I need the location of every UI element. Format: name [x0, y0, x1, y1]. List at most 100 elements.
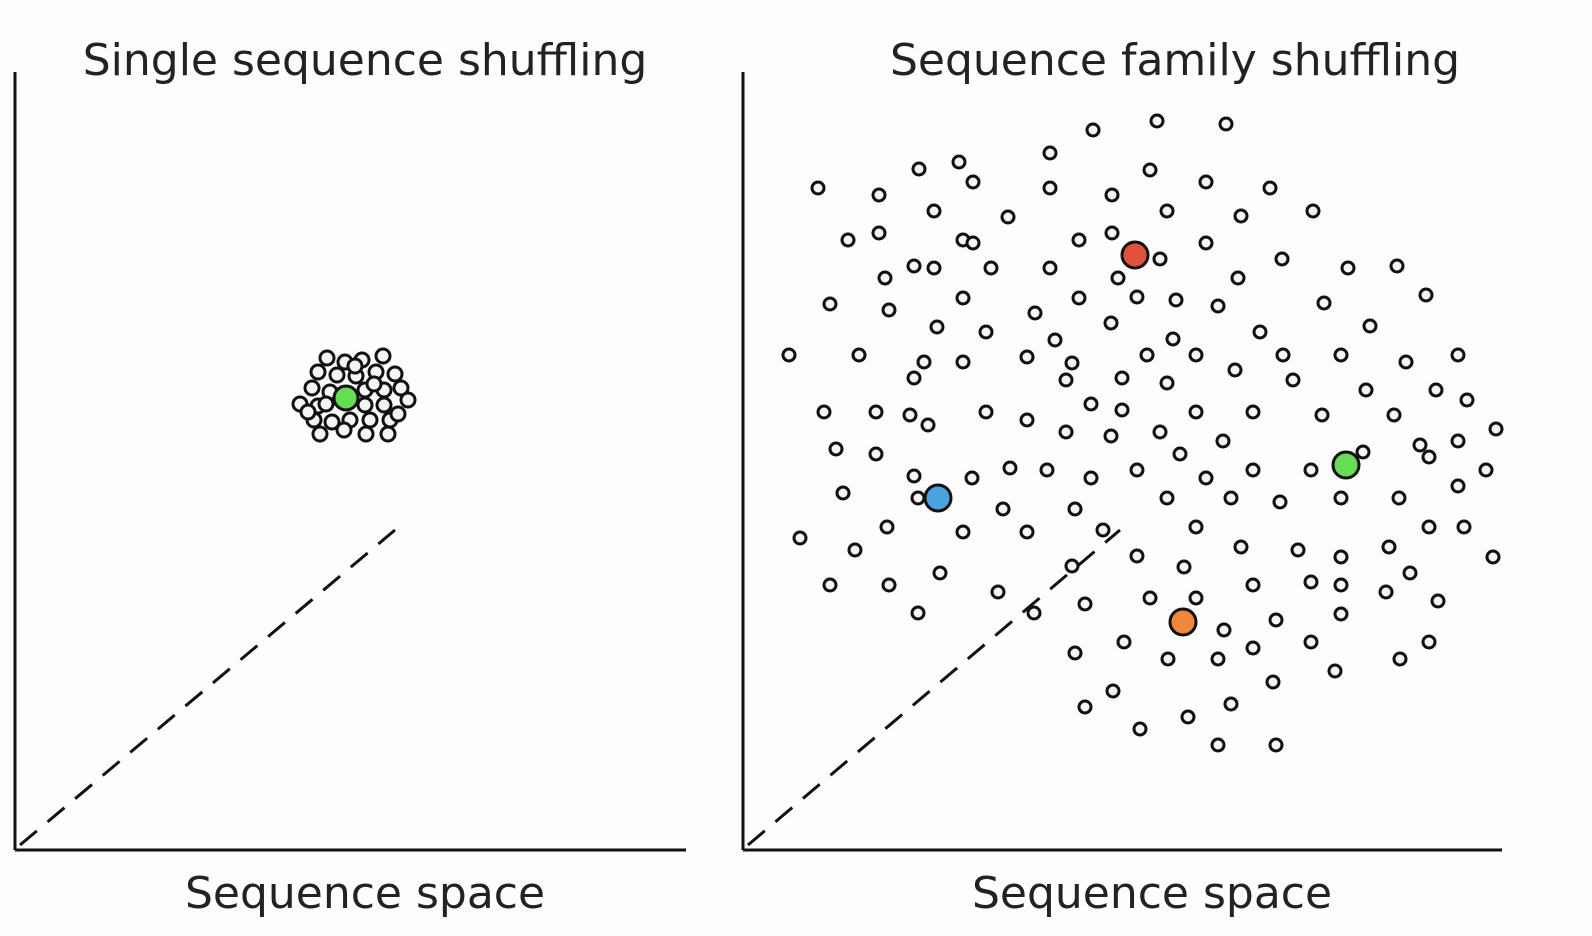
cloud-point	[871, 187, 887, 203]
cloud-point	[1418, 287, 1434, 303]
cloud-point	[1391, 490, 1407, 506]
cloud-point	[868, 446, 884, 462]
cloud-point	[1188, 590, 1204, 606]
cloud-point	[1064, 558, 1080, 574]
cloud-point	[902, 407, 918, 423]
cloud-point	[926, 260, 942, 276]
cloud-point	[1083, 396, 1099, 412]
cloud-point	[835, 485, 851, 501]
panel-title-family: Sequence family shuffling	[890, 35, 1460, 86]
cluster-point	[311, 425, 329, 443]
cloud-point	[1389, 258, 1405, 274]
cluster-point	[389, 405, 407, 423]
cloud-point	[1227, 362, 1243, 378]
cloud-point	[916, 354, 932, 370]
cloud-point	[816, 404, 832, 420]
cloud-point	[1333, 490, 1349, 506]
cloud-point	[1412, 437, 1428, 453]
cloud-point	[828, 441, 844, 457]
cloud-point	[1392, 651, 1408, 667]
cloud-point	[1176, 559, 1192, 575]
cloud-point	[1459, 392, 1475, 408]
cloud-point	[1105, 683, 1121, 699]
cloud-point	[1042, 180, 1058, 196]
cloud-point	[881, 302, 897, 318]
cloud-point	[868, 404, 884, 420]
cluster-point	[357, 425, 375, 443]
cluster-point	[386, 365, 404, 383]
dashed-projection-left	[19, 528, 396, 847]
x-axis-label-right: Sequence space	[972, 868, 1332, 919]
cloud-point	[1172, 446, 1188, 462]
cloud-point	[1381, 539, 1397, 555]
cloud-point	[792, 530, 808, 546]
cloud-point	[1116, 634, 1132, 650]
cloud-point	[1027, 305, 1043, 321]
cloud-point	[1233, 208, 1249, 224]
cloud-point	[995, 501, 1011, 517]
cloud-point	[1275, 347, 1291, 363]
cloud-point	[1210, 298, 1226, 314]
cluster-point	[328, 366, 346, 384]
cloud-point	[1077, 596, 1093, 612]
cloud-point	[1216, 622, 1232, 638]
cloud-point	[1421, 519, 1437, 535]
cloud-point	[1149, 113, 1165, 129]
highlight-point-orange	[1168, 607, 1198, 637]
cloud-point	[1218, 116, 1234, 132]
cloud-point	[1450, 478, 1466, 494]
cloud-point	[1085, 122, 1101, 138]
cloud-point	[1362, 318, 1378, 334]
cloud-point	[822, 577, 838, 593]
cluster-point	[392, 379, 410, 397]
cloud-point	[920, 417, 936, 433]
cloud-point	[1303, 462, 1319, 478]
cloud-point	[1110, 270, 1126, 286]
cloud-point	[1129, 462, 1145, 478]
cloud-point	[951, 154, 967, 170]
cloud-point	[1165, 331, 1181, 347]
cloud-point	[1071, 232, 1087, 248]
cloud-point	[978, 404, 994, 420]
cloud-point	[1274, 251, 1290, 267]
cloud-point	[1132, 721, 1148, 737]
cloud-point	[965, 235, 981, 251]
cloud-point	[910, 490, 926, 506]
cloud-point	[1114, 402, 1130, 418]
cloud-point	[990, 584, 1006, 600]
cloud-point	[1333, 577, 1349, 593]
cloud-point	[1340, 260, 1356, 276]
cloud-point	[1333, 549, 1349, 565]
cloud-point	[1180, 709, 1196, 725]
cloud-point	[1252, 324, 1268, 340]
cloud-point	[1104, 187, 1120, 203]
cloud-point	[810, 180, 826, 196]
cloud-point	[1223, 696, 1239, 712]
cloud-point	[1333, 347, 1349, 363]
cloud-point	[1265, 674, 1281, 690]
cloud-point	[1262, 180, 1278, 196]
cloud-point	[955, 524, 971, 540]
cloud-point	[1159, 203, 1175, 219]
cloud-point	[1456, 519, 1472, 535]
cluster-point	[365, 375, 383, 393]
cloud-point	[1058, 372, 1074, 388]
cloud-point	[1233, 539, 1249, 555]
cluster-point	[356, 396, 374, 414]
panel-single-sequence: Single sequence shuffling Sequence space	[13, 35, 686, 919]
cloud-point	[1095, 522, 1111, 538]
highlight-point-green	[332, 384, 360, 412]
cluster-point	[323, 413, 341, 431]
cluster-point	[399, 391, 417, 409]
cluster-point	[317, 395, 335, 413]
cloud-point	[1188, 519, 1204, 535]
cloud-point	[1230, 270, 1246, 286]
cloud-point	[1198, 470, 1214, 486]
cloud-point	[851, 347, 867, 363]
highlight-point-red	[1120, 240, 1150, 270]
cloud-point	[1290, 542, 1306, 558]
cloud-point	[1223, 490, 1239, 506]
cloud-point	[1071, 290, 1087, 306]
cloud-point	[1245, 577, 1261, 593]
